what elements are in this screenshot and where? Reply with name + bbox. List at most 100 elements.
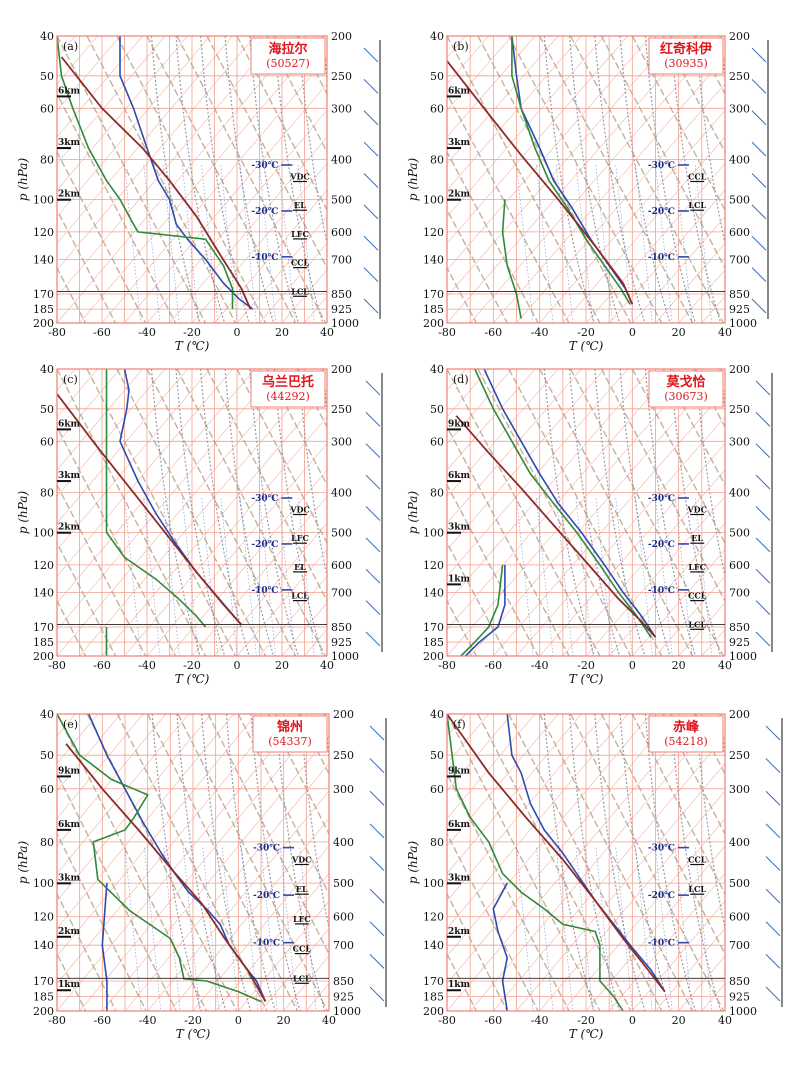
- height-marker-label: 9km: [448, 766, 470, 776]
- y-tick-label-left: 170: [423, 288, 444, 301]
- y-tick-label-right: 1000: [333, 1005, 361, 1018]
- wind-barb-feather: [366, 569, 372, 575]
- panel-tag: (f): [453, 718, 466, 731]
- y-tick-label-left: 60: [40, 435, 54, 448]
- y-tick-label-right: 700: [331, 586, 352, 599]
- station-name: 莫戈恰: [665, 374, 705, 390]
- y-tick-label-left: 185: [423, 636, 444, 649]
- wind-barb-feather: [364, 205, 370, 211]
- y-tick-label-left: 140: [423, 939, 444, 952]
- panel-tag: (d): [453, 373, 469, 386]
- wind-barb: [758, 211, 766, 219]
- station-id: (30673): [664, 390, 708, 403]
- x-tick-label: 20: [275, 326, 289, 339]
- level-label: CCL: [688, 855, 707, 865]
- isotherm-label: -10℃: [648, 586, 675, 596]
- wind-barb-feather: [766, 824, 772, 830]
- y-tick-label-right: 400: [729, 154, 750, 167]
- y-tick-label-right: 1000: [729, 1005, 757, 1018]
- level-label: CCL: [293, 944, 312, 954]
- panel-tag: (a): [63, 40, 78, 53]
- wind-barb-feather: [756, 569, 762, 575]
- y-tick-label-left: 60: [430, 435, 444, 448]
- wind-barb-feather: [366, 538, 372, 544]
- panel-tag: (c): [63, 373, 78, 386]
- y-tick-label-left: 80: [430, 836, 444, 849]
- level-label: EL: [294, 200, 306, 210]
- wind-barb: [376, 895, 384, 903]
- level-label: CCL: [688, 591, 707, 601]
- x-tick-label: -20: [184, 1014, 202, 1027]
- wind-barb: [370, 242, 378, 250]
- y-tick-label-right: 925: [331, 636, 352, 649]
- y-tick-label-left: 185: [423, 991, 444, 1004]
- wind-barb-feather: [766, 759, 772, 765]
- level-label: VDC: [686, 505, 707, 515]
- wind-barb-feather: [364, 142, 370, 148]
- wind-barb-feather: [370, 954, 376, 960]
- y-tick-label-left: 50: [40, 403, 54, 416]
- y-tick-label-right: 1000: [331, 317, 359, 330]
- y-tick-label-left: 50: [430, 70, 444, 83]
- x-tick-label: -60: [93, 1014, 111, 1027]
- x-tick-label: -20: [577, 326, 595, 339]
- level-label: LFC: [291, 229, 309, 239]
- x-tick-label: -60: [484, 326, 502, 339]
- y-tick-label-right: 1000: [729, 317, 757, 330]
- y-tick-label-left: 170: [33, 621, 54, 634]
- x-tick-label: 40: [718, 1014, 732, 1027]
- dry-adiabat: [756, 369, 803, 656]
- wind-barb-feather: [370, 791, 376, 797]
- y-tick-label-right: 925: [333, 991, 354, 1004]
- height-marker-label: 2km: [58, 523, 80, 533]
- wind-barb: [772, 732, 780, 740]
- height-marker-label: 2km: [448, 190, 470, 200]
- wind-barb-feather: [364, 174, 370, 180]
- y-tick-label-right: 1000: [729, 650, 757, 663]
- wind-barb: [762, 450, 770, 458]
- wind-barb: [772, 765, 780, 773]
- wind-barb: [762, 575, 770, 583]
- wind-barb-feather: [364, 48, 370, 54]
- height-marker-label: 3km: [448, 138, 470, 148]
- y-tick-label-right: 400: [729, 836, 750, 849]
- y-tick-label-left: 100: [423, 877, 444, 890]
- wind-barb: [372, 418, 380, 426]
- wind-barb-feather: [364, 111, 370, 117]
- station-name: 红奇科伊: [660, 41, 712, 57]
- y-tick-label-right: 850: [729, 288, 750, 301]
- dry-adiabat: [787, 714, 803, 1011]
- wind-barb: [758, 54, 766, 62]
- y-tick-label-left: 80: [430, 487, 444, 500]
- y-tick-label-left: 185: [33, 303, 54, 316]
- isotherm-label: -20℃: [648, 891, 675, 901]
- wind-barb-feather: [370, 824, 376, 830]
- wind-barb-feather: [366, 632, 372, 638]
- y-tick-label-left: 100: [423, 526, 444, 539]
- wind-barb-feather: [766, 889, 772, 895]
- y-tick-label-right: 250: [729, 749, 750, 762]
- y-tick-label-left: 140: [33, 939, 54, 952]
- x-tick-label: -20: [577, 659, 595, 672]
- height-marker-label: 6km: [58, 419, 80, 429]
- y-tick-label-right: 200: [333, 708, 354, 721]
- wind-barb-feather: [756, 475, 762, 481]
- y-tick-label-right: 600: [331, 559, 352, 572]
- wind-barb: [376, 765, 384, 773]
- wind-barb: [772, 993, 780, 1001]
- level-label: EL: [296, 884, 308, 894]
- panel-tag: (b): [453, 40, 469, 53]
- wind-barb: [762, 513, 770, 521]
- wind-barb: [376, 863, 384, 871]
- wind-barb-feather: [370, 857, 376, 863]
- wind-barb: [370, 117, 378, 125]
- y-tick-label-right: 250: [333, 749, 354, 762]
- y-tick-label-right: 200: [729, 30, 750, 43]
- y-tick-label-left: 140: [33, 253, 54, 266]
- y-tick-label-right: 850: [333, 975, 354, 988]
- x-tick-label: 40: [322, 1014, 336, 1027]
- y-tick-label-left: 120: [423, 559, 444, 572]
- x-tick-label: 40: [718, 326, 732, 339]
- skewed-isotherm: [771, 369, 803, 656]
